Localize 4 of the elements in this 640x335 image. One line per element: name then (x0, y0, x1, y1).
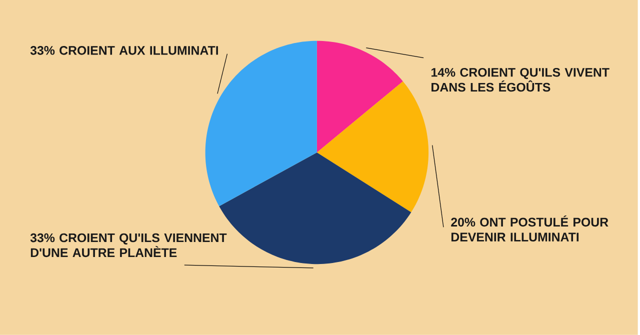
slice-label: 14% CROIENT QU'ILS VIVENT DANS LES ÉGOÛTS (432, 68, 610, 92)
slice-label: 20% ONT POSTULÉ POUR DEVENIR ILLUMINATI (451, 216, 608, 242)
slice-label: 33% CROIENT QU'ILS VIENNENT D'UNE AUTRE PLANÈTE (30, 233, 227, 258)
slice-label: 33% CROIENT AUX ILLUMINATI (30, 46, 218, 55)
